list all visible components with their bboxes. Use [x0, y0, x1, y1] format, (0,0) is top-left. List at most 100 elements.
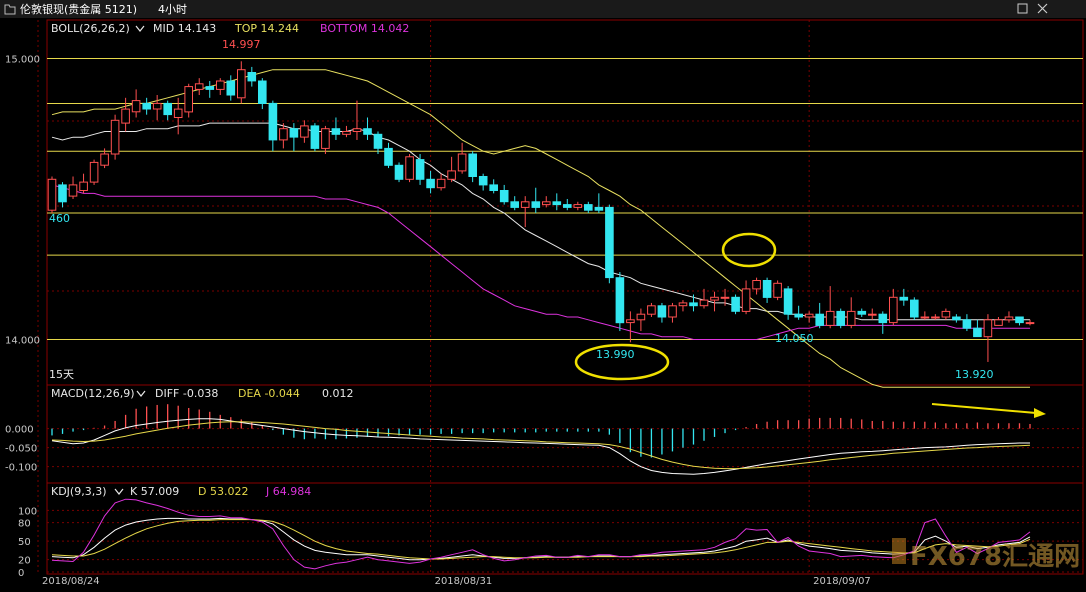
chart-frame	[46, 19, 1084, 575]
candle-body	[615, 277, 625, 324]
candle-body	[47, 178, 57, 211]
candle-body	[152, 102, 162, 110]
chevron-down-icon[interactable]	[136, 390, 146, 397]
kdj-tick-label: 0	[18, 568, 24, 579]
candle-body	[941, 310, 951, 318]
candle-body	[426, 178, 435, 189]
low-price-label-3: 13.920	[955, 368, 994, 381]
macd-label[interactable]: MACD(12,26,9)	[51, 387, 135, 400]
candle-body	[58, 184, 67, 203]
candles	[47, 61, 1035, 362]
candle-body	[268, 102, 278, 141]
candle-body	[110, 119, 120, 155]
series-line-bottom	[51, 184, 1030, 340]
series-line-k	[51, 517, 1031, 561]
candle-body	[552, 201, 562, 206]
candle-body	[668, 305, 677, 318]
candle-body	[931, 316, 940, 319]
candle-body	[300, 125, 309, 138]
candle-body	[321, 128, 330, 149]
close-icon[interactable]	[1037, 3, 1048, 14]
candle-body	[531, 201, 541, 208]
boll-top-label: TOP 14.244	[234, 22, 299, 35]
chevron-down-icon[interactable]	[135, 25, 145, 32]
candle-body	[857, 310, 867, 315]
candle-body	[131, 100, 141, 113]
candle-body	[121, 108, 130, 124]
candle-body	[415, 159, 425, 180]
candle-body	[846, 310, 856, 326]
candle-body	[699, 299, 709, 307]
candle-body	[678, 302, 688, 307]
candle-body	[689, 302, 698, 307]
candle-body	[594, 206, 604, 211]
candle-body	[815, 313, 825, 326]
low-price-label-2: 14.050	[775, 332, 814, 345]
candle-body	[163, 102, 172, 116]
candle-body	[762, 280, 772, 298]
highlight-annotations	[574, 232, 777, 381]
macd-tick-label: -0.050	[5, 444, 37, 455]
kdj-panel	[51, 498, 1031, 570]
left-value-label: 460	[49, 212, 70, 225]
candle-body	[194, 83, 204, 90]
restore-icon[interactable]	[1017, 3, 1028, 14]
watermark: FX678汇通网	[892, 538, 1080, 572]
date-tick-label: 2018/08/31	[435, 576, 493, 587]
candle-body	[89, 161, 99, 183]
series-line-mid	[51, 122, 1030, 321]
candle-body	[636, 313, 646, 321]
candle-body	[468, 153, 477, 177]
chart-period[interactable]: 4小时	[158, 3, 187, 16]
candle-body	[1015, 316, 1024, 324]
candle-body	[878, 313, 888, 324]
candle-body	[79, 181, 88, 192]
chevron-down-icon[interactable]	[114, 488, 124, 495]
candle-body	[310, 125, 320, 149]
candle-body	[626, 319, 635, 324]
candle-body	[184, 86, 193, 113]
candle-body	[889, 296, 898, 324]
high-price-label: 14.997	[222, 38, 261, 51]
macd-tick-label: 0.000	[5, 425, 34, 436]
candle-body	[952, 316, 961, 321]
candle-body	[983, 319, 993, 338]
candle-body	[720, 296, 730, 299]
candle-body	[457, 153, 467, 172]
series-line-dea	[51, 421, 1031, 470]
candle-body	[142, 102, 151, 110]
candle-body	[794, 313, 804, 318]
kdj-header: KDJ(9,3,3) K 57.009 D 53.022 J 64.984	[51, 485, 311, 498]
chart-title: 伦敦银现(贵金属 5121)	[20, 2, 137, 16]
macd-tick-label: -0.100	[5, 463, 37, 474]
boll-label[interactable]: BOLL(26,26,2)	[51, 22, 130, 35]
candle-body	[584, 204, 593, 211]
macd-panel	[51, 404, 1031, 475]
low-price-label-1: 13.990	[596, 348, 635, 361]
candle-body	[394, 164, 404, 180]
arrow-right-icon	[1034, 408, 1046, 418]
candle-body	[436, 178, 446, 189]
series-line-d	[51, 519, 1031, 560]
candle-body	[100, 153, 109, 166]
candle-body	[258, 80, 267, 104]
candle-body	[752, 280, 761, 290]
candle-body	[994, 319, 1003, 326]
candle-body	[899, 296, 909, 301]
candle-body	[489, 184, 498, 191]
candle-body	[68, 184, 78, 197]
candle-body	[216, 80, 225, 90]
window-controls[interactable]	[1017, 3, 1048, 14]
candle-body	[741, 288, 751, 312]
series-line-top	[51, 69, 1030, 388]
kdj-label[interactable]: KDJ(9,3,3)	[51, 485, 107, 498]
kdj-k-label: K 57.009	[130, 485, 179, 498]
highlight-ellipse-top	[721, 232, 777, 268]
kdj-d-label: D 53.022	[198, 485, 248, 498]
macd-header: MACD(12,26,9) DIFF -0.038 DEA -0.044 0.0…	[51, 387, 354, 400]
macd-diff-label: DIFF -0.038	[155, 387, 218, 400]
days-label: 15天	[49, 368, 74, 381]
candle-body	[804, 313, 814, 318]
candle-body	[647, 305, 656, 315]
